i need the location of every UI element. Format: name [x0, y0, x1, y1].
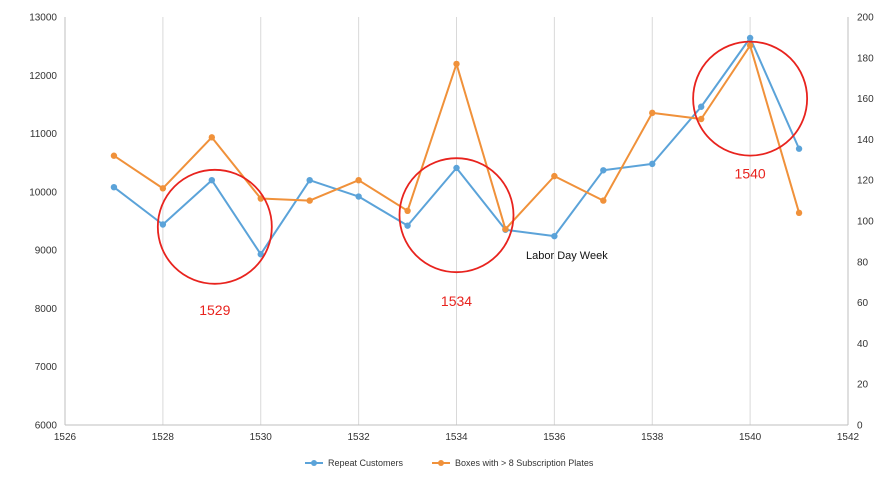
legend-swatch-marker [438, 460, 444, 466]
legend-swatch-marker [311, 460, 317, 466]
series-0-point [355, 193, 362, 200]
x-tick-label: 1532 [348, 432, 371, 443]
series-0-point [306, 177, 313, 184]
left-y-tick-label: 12000 [29, 71, 57, 82]
series-0-point [697, 103, 705, 110]
legend: Repeat Customers Boxes with > 8 Subscript… [305, 458, 594, 468]
series-1-point [600, 197, 607, 204]
series-0-point [404, 222, 411, 229]
x-tick-label: 1538 [641, 432, 664, 443]
x-tick-label: 1530 [250, 432, 273, 443]
annotation-label: 1529 [199, 302, 230, 318]
series-1-point [746, 42, 754, 49]
series-0-point [208, 177, 216, 184]
series-1-point [110, 152, 118, 159]
right-y-tick-label: 20 [857, 380, 869, 391]
series-0-point [746, 34, 754, 42]
left-y-tick-label: 7000 [35, 362, 58, 373]
legend-label: Repeat Customers [328, 458, 404, 468]
right-y-tick-label: 180 [857, 53, 874, 64]
x-tick-label: 1534 [445, 432, 468, 443]
series-0-point [110, 183, 118, 191]
series-0-point [453, 164, 460, 172]
series-group [110, 34, 803, 258]
annotation-circle [156, 168, 273, 285]
series-1-point [208, 134, 216, 141]
right-y-tick-label: 80 [857, 257, 869, 268]
series-0-point [649, 160, 656, 168]
series-1-point [697, 115, 705, 123]
left-y-axis-ticks: 6000 7000 8000 9000 10000 11000 12000 13000 [29, 13, 57, 432]
series-1-point [551, 172, 558, 180]
right-y-tick-label: 40 [857, 339, 869, 350]
axes [64, 17, 849, 426]
left-y-tick-label: 8000 [35, 304, 58, 315]
left-y-tick-label: 6000 [35, 421, 58, 432]
series-0-point [795, 145, 803, 152]
right-y-tick-label: 60 [857, 298, 869, 309]
series-0-point [159, 221, 167, 228]
right-y-tick-label: 200 [857, 13, 874, 24]
right-y-tick-label: 0 [857, 421, 863, 432]
series-1-point [404, 207, 411, 214]
right-y-tick-label: 120 [857, 176, 874, 187]
left-y-tick-label: 11000 [30, 129, 58, 140]
x-tick-label: 1526 [54, 432, 77, 443]
legend-label: Boxes with > 8 Subscription Plates [455, 458, 594, 468]
series-1-point [306, 197, 313, 204]
left-y-tick-label: 13000 [29, 13, 57, 24]
right-y-tick-label: 100 [857, 217, 874, 228]
annotation-label: 1534 [441, 293, 472, 309]
right-y-axis-ticks: 0 20 40 60 80 100 120 140 160 180 200 [857, 13, 874, 432]
series-1-point [795, 209, 803, 217]
right-y-tick-label: 140 [857, 135, 874, 146]
left-y-tick-label: 10000 [29, 187, 57, 198]
series-0-point [551, 232, 558, 240]
series-1-point [453, 60, 460, 68]
x-tick-label: 1536 [543, 432, 566, 443]
x-tick-label: 1540 [739, 432, 762, 443]
series-1-point [649, 109, 656, 117]
x-tick-label: 1542 [837, 432, 860, 443]
series-1-point [257, 195, 264, 202]
annotation-circle [692, 40, 809, 157]
series-1-point [502, 225, 509, 233]
annotation-label: 1540 [735, 166, 766, 182]
annotations: 1529 1534 1540 Labor Day Week [156, 40, 809, 318]
grid-lines [162, 17, 751, 425]
x-tick-label: 1528 [152, 432, 175, 443]
annotation-circle [398, 157, 515, 274]
right-y-tick-label: 160 [857, 94, 874, 105]
series-0-point [257, 251, 264, 258]
left-y-tick-label: 9000 [35, 246, 58, 257]
series-0-point [600, 167, 607, 174]
series-1-point [159, 185, 167, 192]
annotation-label: Labor Day Week [526, 250, 608, 262]
series-1-point [355, 177, 362, 184]
x-axis-ticks: 1526 1528 1530 1532 1534 1536 1538 1540 1542 [54, 432, 860, 443]
